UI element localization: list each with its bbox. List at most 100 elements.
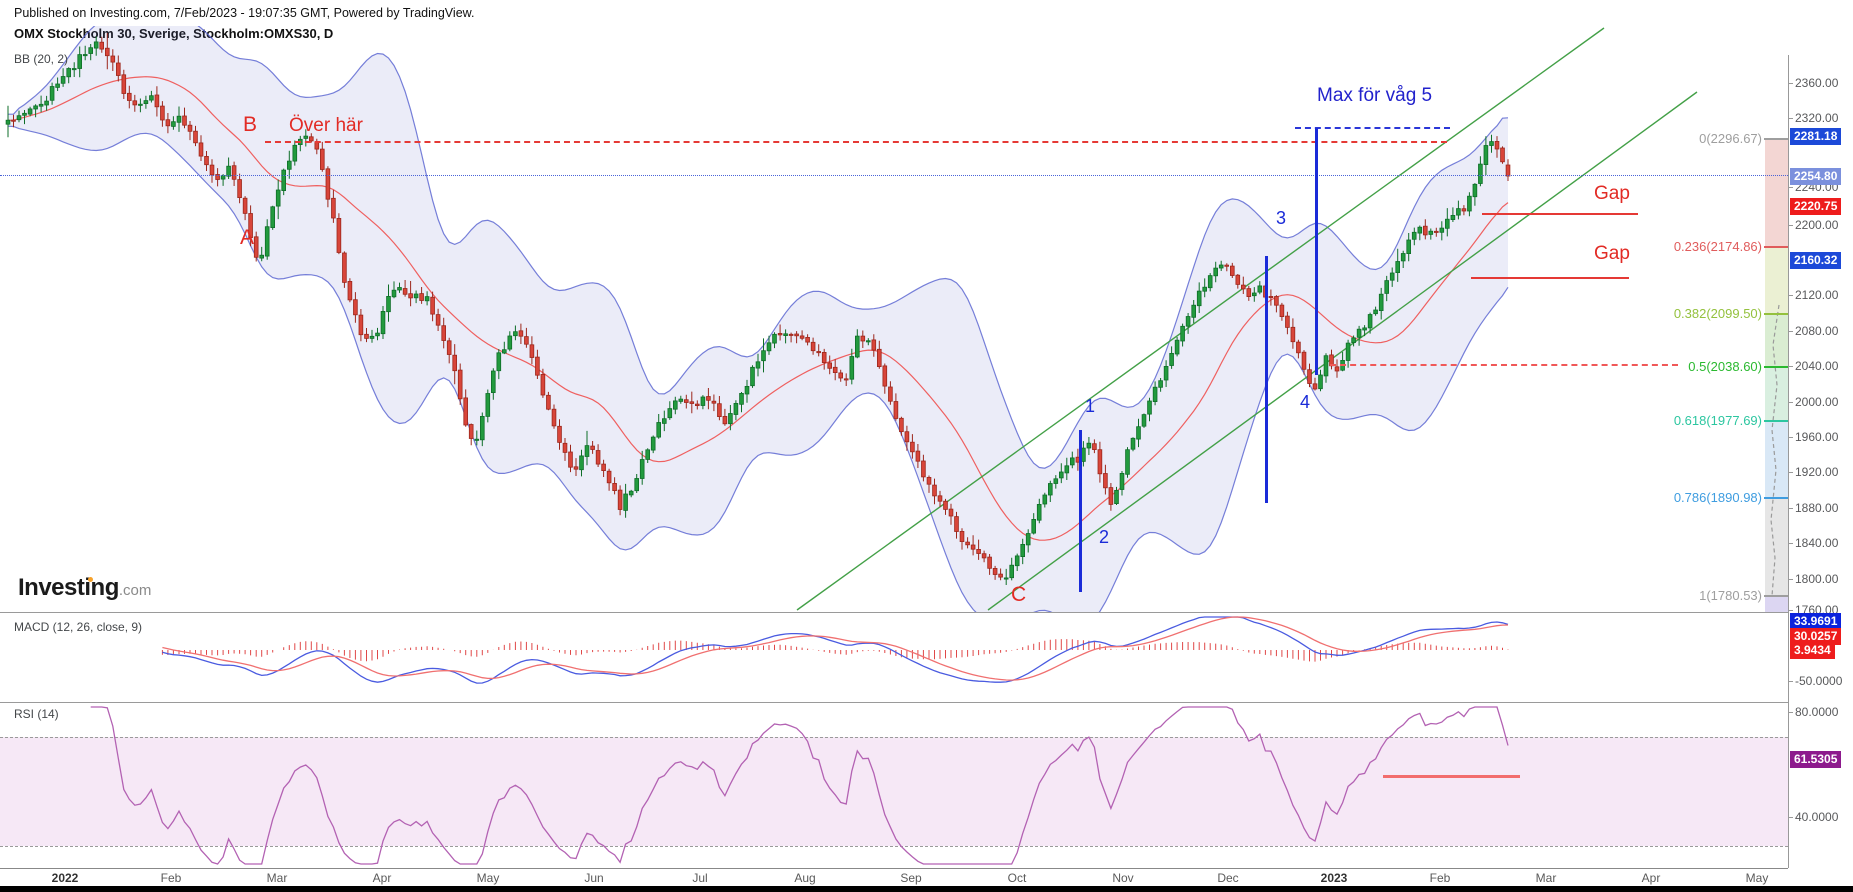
rsi-indicator-label: RSI (14): [14, 707, 59, 721]
price-tick-mark: [1788, 83, 1793, 84]
price-tick-mark: [1788, 118, 1793, 119]
price-tick-mark: [1788, 225, 1793, 226]
fib-level-label: 0.786(1890.98): [1673, 490, 1762, 505]
annotation-wave-3: 3: [1276, 208, 1287, 228]
annotation-wave-2: 2: [1099, 527, 1110, 547]
price-tick: 1960.00: [1795, 430, 1839, 444]
price-tick-mark: [1788, 472, 1793, 473]
investing-logo-tld: .com: [118, 582, 152, 599]
price-tick-mark: [1788, 610, 1793, 611]
time-label-dec: Dec: [1217, 871, 1239, 885]
bb-upper-line: [7, 26, 1509, 469]
macd-badge: 30.0257: [1790, 628, 1842, 645]
annotation-gap-1: Gap: [1594, 183, 1630, 204]
macd-pane[interactable]: [161, 616, 1509, 684]
fib-05-dashed-line[interactable]: [1330, 364, 1678, 366]
rsi-pane[interactable]: [90, 706, 1509, 865]
channel-upper-trendline[interactable]: [796, 27, 1605, 611]
price-tick: 2200.00: [1795, 218, 1839, 232]
bb-band-fill: [8, 26, 1508, 612]
investing-logo-text: Investing: [18, 574, 119, 601]
time-label-nov: Nov: [1112, 871, 1134, 885]
fib-level-label: 0.236(2174.86): [1673, 239, 1762, 254]
annotation-wave-1: 1: [1085, 396, 1096, 416]
rsi-30-dashed-line: [0, 846, 1788, 847]
price-tick: 2320.00: [1795, 111, 1839, 125]
price-tick-mark: [1788, 187, 1793, 188]
fib-level-label: 0.618(1977.69): [1673, 413, 1762, 428]
gap-line-1[interactable]: [1482, 213, 1638, 215]
fib-level-line: [1764, 313, 1788, 315]
rsi-70-dashed-line: [0, 737, 1788, 738]
candles: [5, 41, 1511, 580]
price-badge: 2281.18: [1790, 128, 1842, 145]
rsi-tick: 80.0000: [1795, 705, 1839, 719]
published-line: Published on Investing.com, 7/Feb/2023 -…: [14, 6, 475, 20]
price-pane[interactable]: [5, 17, 1698, 625]
price-tick-mark: [1788, 579, 1793, 580]
price-axis-line: [1788, 55, 1789, 868]
fib-level-line: [1764, 246, 1788, 248]
max-vag5-level-line[interactable]: [1295, 127, 1450, 129]
rsi-30-70-band: [0, 737, 1788, 846]
price-tick-mark: [1788, 366, 1793, 367]
price-tick: 1800.00: [1795, 572, 1839, 586]
price-tick: 1920.00: [1795, 465, 1839, 479]
time-label-may: May: [1745, 871, 1769, 885]
time-label-oct: Oct: [1007, 871, 1027, 885]
annotation-wave-a: A: [240, 226, 255, 249]
channel-lower-trendline[interactable]: [987, 91, 1698, 611]
price-tick: 2360.00: [1795, 76, 1839, 90]
wave-1-line[interactable]: [1079, 430, 1082, 592]
time-label-aug: Aug: [794, 871, 816, 885]
annotation-gap-2: Gap: [1594, 243, 1630, 264]
price-macd-divider: [0, 612, 1788, 613]
time-label-jul: Jul: [692, 871, 708, 885]
rsi-tick-mark: [1788, 817, 1793, 818]
macd-tick: -50.0000: [1795, 674, 1843, 688]
current-price-line[interactable]: [0, 175, 1788, 176]
macd-signal-line: [162, 616, 1509, 681]
wave-5-line[interactable]: [1315, 128, 1318, 375]
annotation-max-vag5: Max för våg 5: [1317, 85, 1433, 106]
macd-badge: 3.9434: [1790, 642, 1835, 659]
price-tick: 1880.00: [1795, 501, 1839, 515]
rsi-badge: 61.5305: [1790, 751, 1842, 768]
time-label-2022: 2022: [51, 871, 79, 885]
time-label-mar: Mar: [1535, 871, 1557, 885]
price-tick: 2000.00: [1795, 395, 1839, 409]
fib-level-label: 0(2296.67): [1699, 131, 1762, 146]
time-label-sep: Sep: [900, 871, 922, 885]
fib-band-segment: [1765, 596, 1788, 612]
time-axis-line: [0, 868, 1788, 869]
fib-band-segment: [1765, 247, 1788, 314]
fib-level-label: 0.5(2038.60): [1688, 359, 1762, 374]
price-tick-mark: [1788, 331, 1793, 332]
time-label-feb: Feb: [160, 871, 182, 885]
price-tick: 2080.00: [1795, 324, 1839, 338]
fib-band-segment: [1765, 139, 1788, 247]
wave-3-line[interactable]: [1265, 256, 1268, 503]
price-tick: 2040.00: [1795, 359, 1839, 373]
fib-level-line: [1764, 595, 1788, 597]
price-tick-mark: [1788, 543, 1793, 544]
fib-band-segment: [1765, 421, 1788, 498]
fib-band-segment: [1765, 367, 1788, 421]
gap-line-2[interactable]: [1471, 277, 1629, 279]
fib-level-line: [1764, 366, 1788, 368]
rsi-resistance-line[interactable]: [1383, 775, 1520, 778]
annotation-wave-c: C: [1011, 583, 1027, 606]
fib-band-segment: [1765, 314, 1788, 367]
time-label-jun: Jun: [584, 871, 604, 885]
time-label-mar: Mar: [266, 871, 288, 885]
rsi-tick: 40.0000: [1795, 810, 1839, 824]
investing-logo-orange-dot: [88, 577, 93, 582]
fib-level-label: 1(1780.53): [1699, 588, 1762, 603]
price-badge: 2220.75: [1790, 198, 1842, 215]
fib-level-label: 0.382(2099.50): [1673, 306, 1762, 321]
time-label-apr: Apr: [372, 871, 392, 885]
fib-level-line: [1764, 497, 1788, 499]
over-har-level-line[interactable]: [265, 141, 1447, 143]
macd-tick-mark: [1788, 681, 1793, 682]
